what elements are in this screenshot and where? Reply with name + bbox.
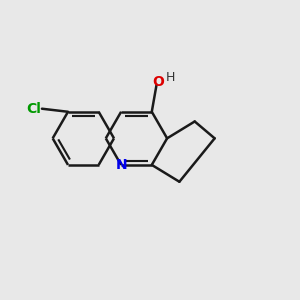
Text: H: H bbox=[166, 71, 176, 84]
Text: Cl: Cl bbox=[26, 102, 41, 116]
Text: O: O bbox=[152, 75, 164, 89]
Text: N: N bbox=[115, 158, 127, 172]
